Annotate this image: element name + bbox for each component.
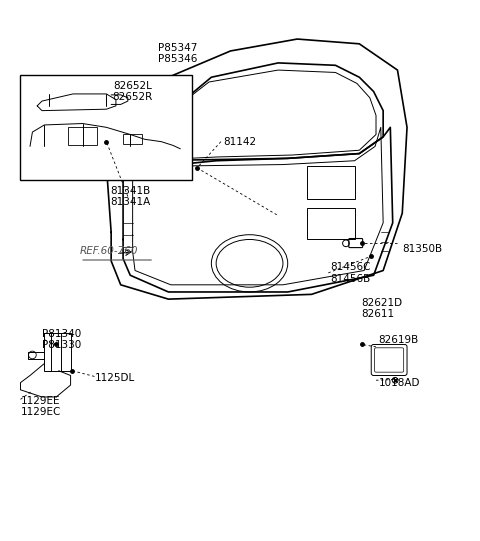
Text: 81456C
81456B: 81456C 81456B: [331, 262, 371, 283]
Text: 1125DL: 1125DL: [95, 373, 135, 383]
Text: 82619B: 82619B: [378, 335, 419, 345]
Text: 1018AD: 1018AD: [378, 378, 420, 388]
Bar: [68, 127, 97, 146]
Bar: [307, 208, 355, 240]
Text: 81142: 81142: [223, 137, 256, 147]
Bar: [44, 333, 71, 371]
Text: P81340
P81330: P81340 P81330: [42, 329, 81, 351]
Bar: [123, 134, 142, 144]
Bar: [21, 75, 192, 180]
Text: P85347
P85346: P85347 P85346: [158, 43, 198, 64]
Bar: [307, 166, 355, 199]
Text: 82652L
82652R: 82652L 82652R: [112, 81, 153, 102]
Text: 81341B
81341A: 81341B 81341A: [110, 186, 150, 207]
Text: 81350B: 81350B: [402, 244, 443, 254]
Text: 1129EE
1129EC: 1129EE 1129EC: [21, 395, 61, 417]
Text: REF.60-760: REF.60-760: [80, 246, 139, 256]
Text: 82621D
82611: 82621D 82611: [362, 298, 403, 320]
